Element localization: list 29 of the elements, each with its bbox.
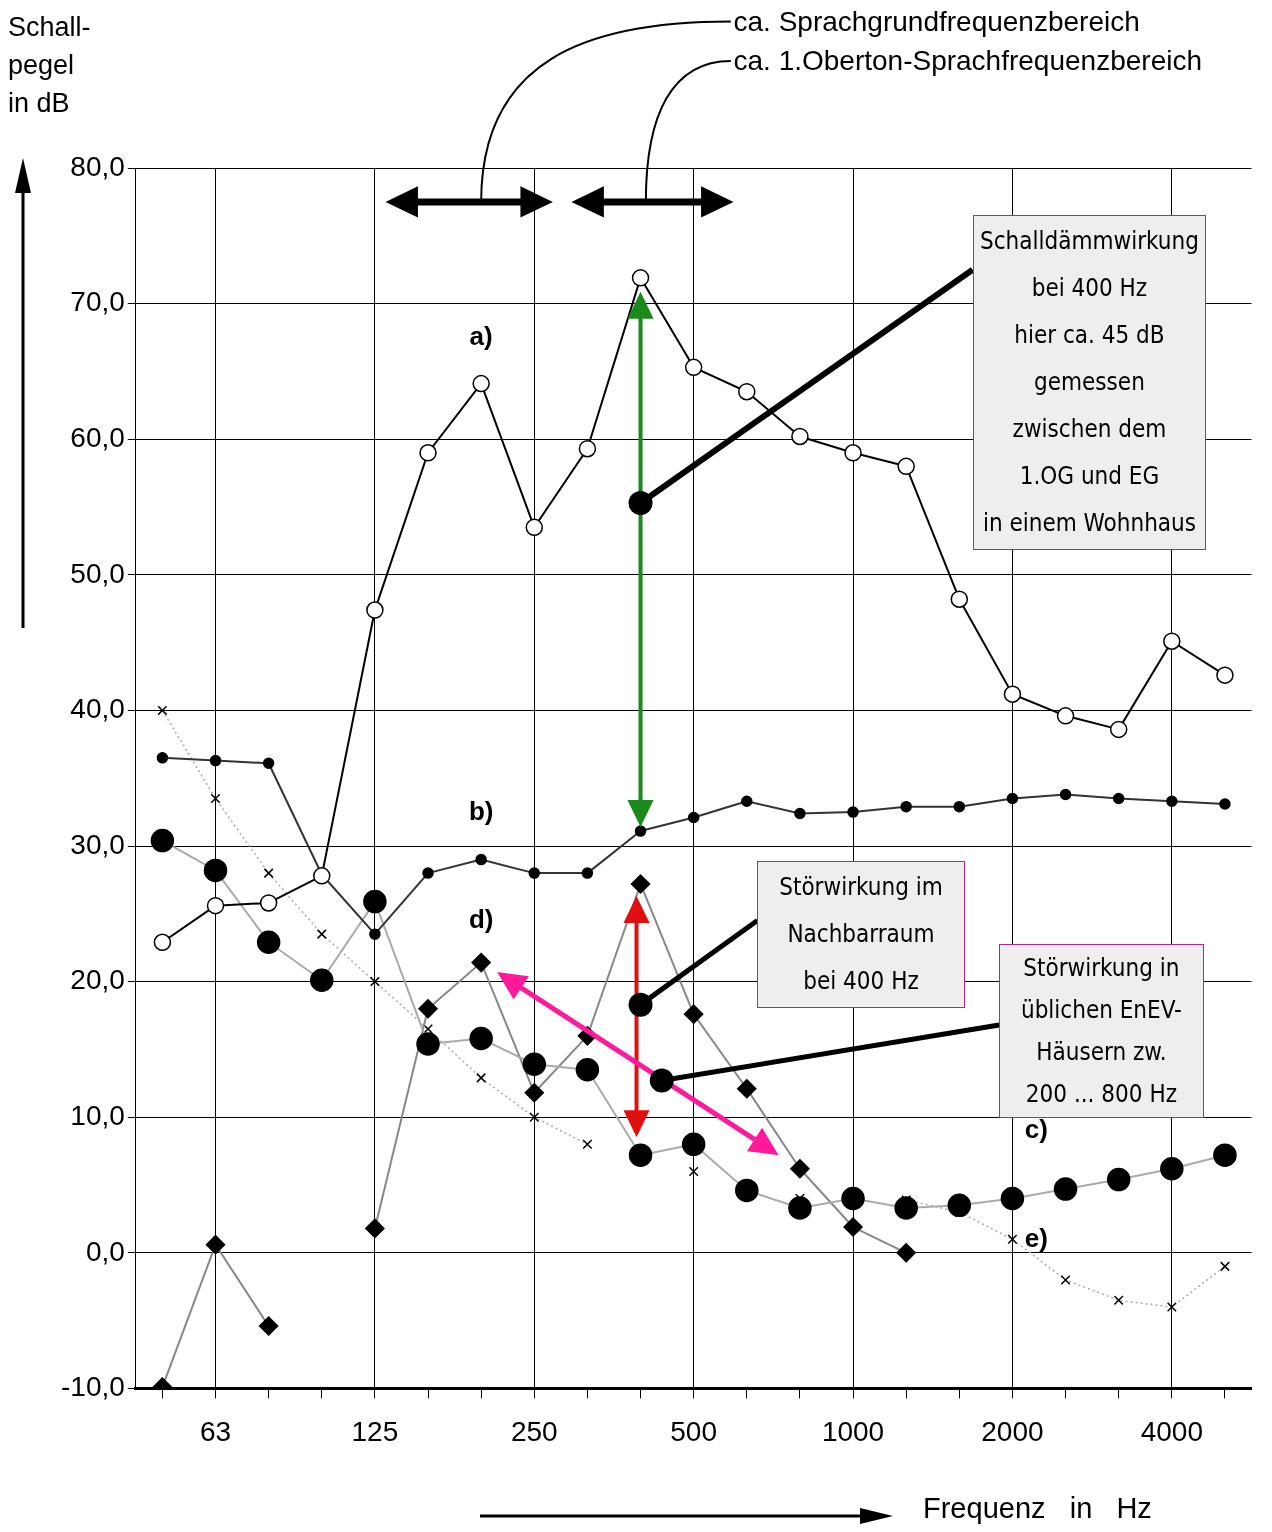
x-tick-label: 125 [351,1415,399,1447]
y-tick-label: 50,0 [70,557,125,589]
y-tick-label: 40,0 [70,693,125,725]
x-axis-title: Frequenz in Hz [923,1492,1152,1525]
text: ca. 1.Oberton-Sprachfrequenzbereich [733,43,1202,78]
series-label: c) [1024,1114,1048,1145]
series-label: d) [468,904,494,935]
y-tick-label: 70,0 [70,286,125,318]
y-tick-label: 10,0 [70,1099,125,1131]
series-label: e) [1024,1222,1048,1253]
y-axis-title: Schall- pegel in dB [8,11,91,120]
text: ca. Sprachgrundfrequenzbereich [733,4,1140,39]
y-tick-label: 0,0 [85,1235,125,1267]
x-tick-label: 2000 [981,1415,1044,1447]
y-tick-label: -10,0 [60,1371,125,1403]
annotation: Störwirkung im Nachbarraum bei 400 Hz [757,860,965,1008]
x-tick-label: 4000 [1140,1415,1203,1447]
y-tick-label: 20,0 [70,964,125,996]
annotation: Störwirkung in üblichen EnEV- Häusern zw. 200 ... 800 Hz [1020,953,1182,1108]
series-label: a) [469,321,493,352]
y-tick-label: 80,0 [70,150,125,182]
x-tick-label: 63 [199,1415,232,1447]
x-tick-label: 250 [510,1415,558,1447]
y-tick-label: 60,0 [70,421,125,453]
y-tick-label: 30,0 [70,828,125,860]
series-label: b) [468,795,494,826]
x-tick-label: 500 [670,1415,718,1447]
annotation: Schalldämmwirkung bei 400 Hz hier ca. 45 dB gemessen zwischen dem 1.OG und EG in einem Wohnhaus [972,215,1207,551]
x-tick-label: 1000 [821,1415,885,1447]
